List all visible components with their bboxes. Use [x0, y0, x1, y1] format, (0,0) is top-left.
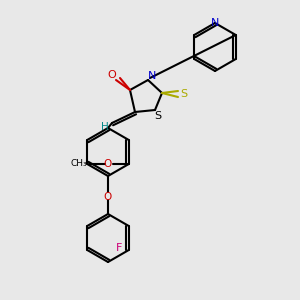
Text: CH₃: CH₃	[70, 160, 87, 169]
Text: S: S	[154, 111, 162, 121]
Text: F: F	[116, 243, 122, 253]
Text: H: H	[101, 122, 109, 132]
Text: S: S	[180, 89, 188, 99]
Text: O: O	[104, 159, 112, 169]
Text: N: N	[211, 18, 219, 28]
Text: O: O	[104, 192, 112, 202]
Text: O: O	[108, 70, 116, 80]
Text: N: N	[148, 71, 156, 81]
